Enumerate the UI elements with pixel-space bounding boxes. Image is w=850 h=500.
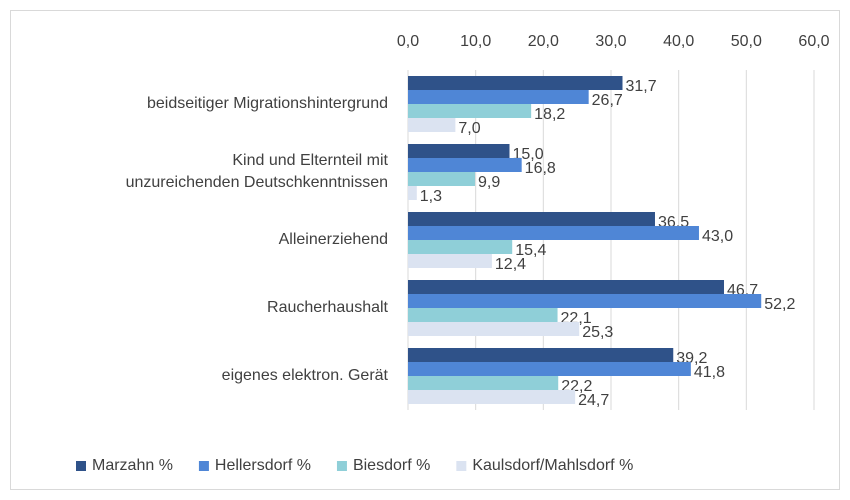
legend-swatch [198, 461, 209, 471]
bar [408, 104, 532, 118]
bar [408, 376, 559, 390]
x-tick-label: 0,0 [397, 33, 419, 50]
bar [408, 294, 762, 308]
bar [408, 348, 674, 362]
legend-label: Kaulsdorf/Mahlsdorf % [472, 457, 633, 474]
legend-swatch [456, 461, 467, 471]
value-label: 15,4 [515, 242, 546, 259]
legend-label: Biesdorf % [353, 457, 430, 474]
value-label: 52,2 [764, 296, 795, 313]
bar [408, 240, 513, 254]
value-label: 9,9 [478, 174, 500, 191]
bar [408, 172, 475, 186]
value-label: 24,7 [578, 392, 609, 409]
x-tick-label: 50,0 [731, 33, 762, 50]
x-tick-label: 20,0 [528, 33, 559, 50]
value-label: 16,8 [525, 160, 556, 177]
bar [408, 212, 655, 226]
legend-label: Marzahn % [92, 457, 173, 474]
value-label: 43,0 [702, 228, 733, 245]
legend-swatch [76, 461, 86, 471]
value-label: 26,7 [592, 92, 623, 109]
value-label: 18,2 [534, 106, 565, 123]
legend-swatch [336, 461, 347, 471]
x-tick-label: 40,0 [663, 33, 694, 50]
category-label: Alleinerziehend [278, 231, 388, 248]
value-label: 1,3 [420, 188, 442, 205]
bar [408, 90, 589, 104]
x-tick-label: 30,0 [595, 33, 626, 50]
category-label: beidseitiger Migrationshintergrund [146, 95, 388, 112]
category-label: eigenes elektron. Gerät [221, 367, 388, 384]
x-tick-label: 10,0 [460, 33, 491, 50]
bar [408, 390, 576, 404]
value-label: 41,8 [694, 364, 725, 381]
value-label: 12,4 [495, 256, 526, 273]
category-label: Kind und Elternteil mit unzureichenden D… [125, 152, 388, 191]
bar [408, 76, 623, 90]
bar [408, 118, 456, 132]
x-tick-label: 60,0 [798, 33, 829, 50]
bar [408, 280, 725, 294]
value-label: 7,0 [458, 120, 480, 137]
bar [408, 254, 492, 268]
bar [408, 322, 580, 336]
value-label: 25,3 [582, 324, 613, 341]
legend-label: Hellersdorf % [215, 457, 311, 474]
bar [408, 144, 510, 158]
value-label: 31,7 [626, 78, 657, 95]
bar [408, 186, 417, 200]
bar [408, 226, 699, 240]
bar [408, 158, 522, 172]
bar [408, 308, 558, 322]
category-label: Raucherhaushalt [267, 299, 388, 316]
bar [408, 362, 691, 376]
